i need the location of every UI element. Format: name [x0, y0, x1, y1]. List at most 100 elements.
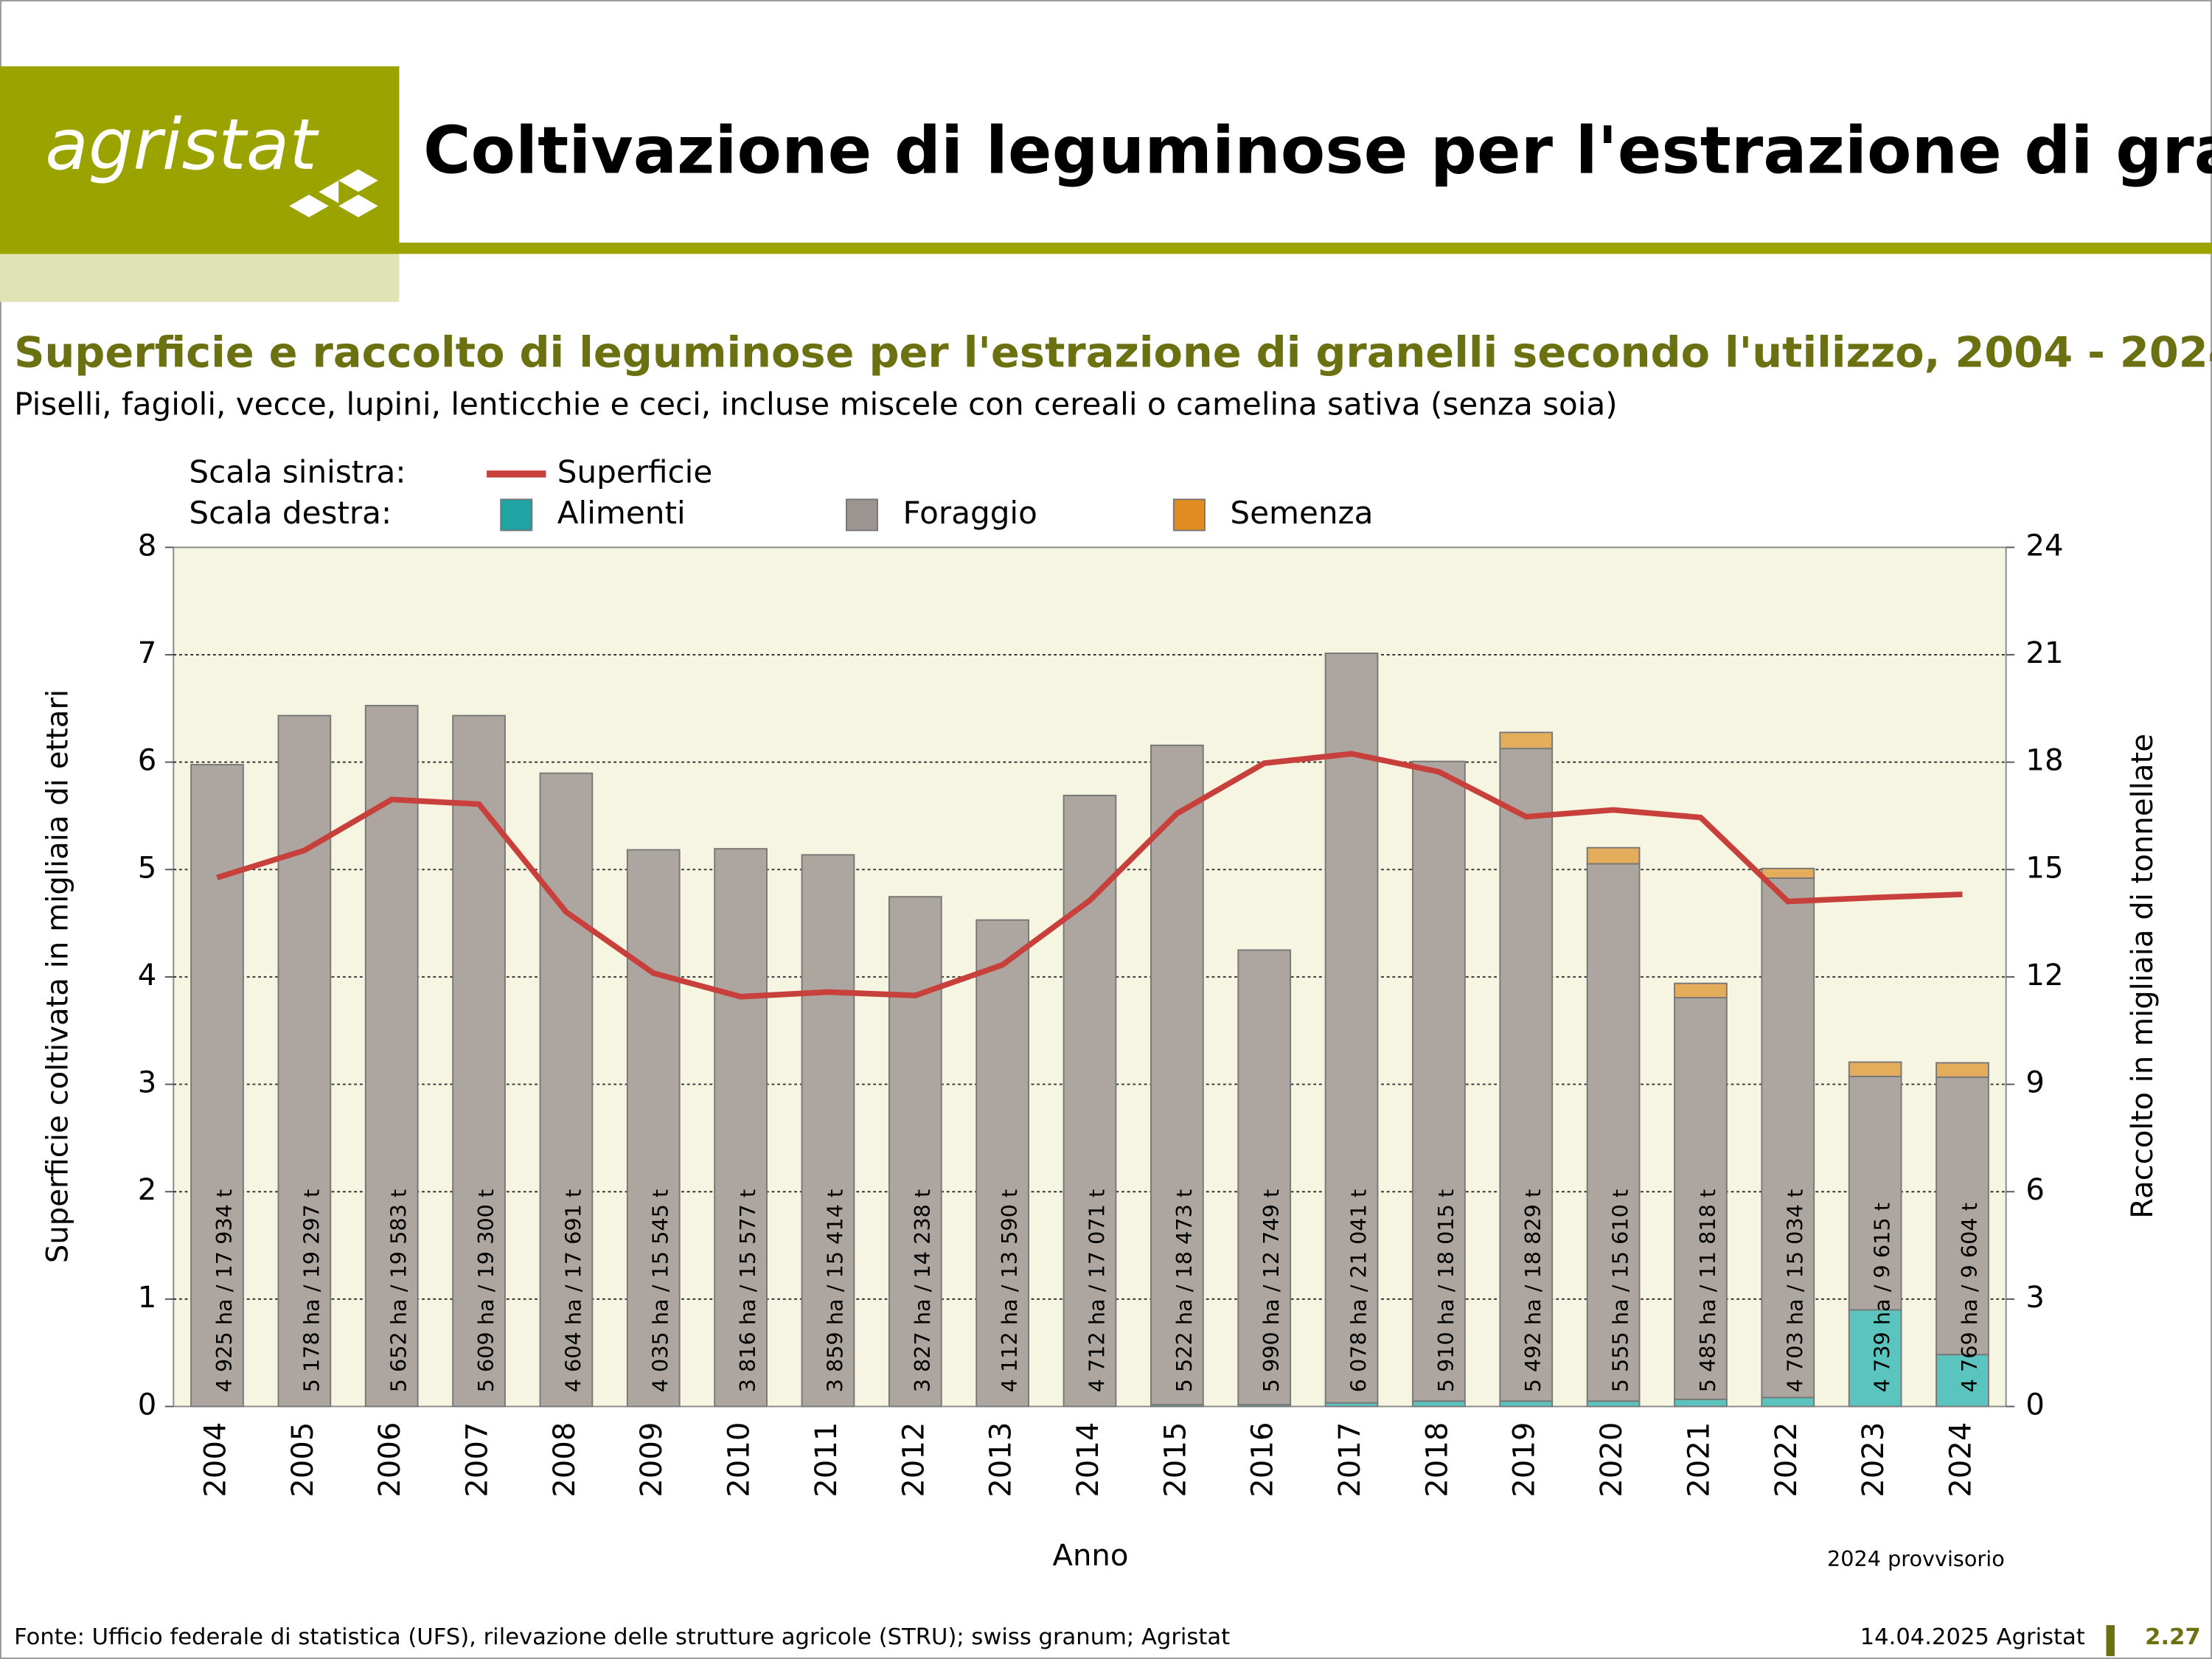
data-label: 4 035 ha / 15 545 t	[648, 1189, 673, 1393]
line	[216, 751, 1963, 1000]
chart-title: Superficie e raccolto di leguminose per …	[14, 328, 2212, 378]
bar-segment	[714, 848, 768, 1408]
bar-segment	[277, 714, 332, 1408]
bar-segment	[1848, 1075, 1902, 1311]
bar-segment	[1674, 1398, 1728, 1408]
y2-tick-label: 0	[2025, 1388, 2045, 1422]
data-label: 4 112 ha / 13 590 t	[997, 1189, 1022, 1393]
data-label: 4 604 ha / 17 691 t	[560, 1189, 585, 1393]
data-label: 5 555 ha / 15 610 t	[1608, 1189, 1633, 1393]
bar-segment	[1412, 1400, 1466, 1408]
x-tick-label: 2017	[1333, 1422, 1367, 1498]
header-rule	[0, 243, 2212, 254]
chart-subtitle: Piselli, fagioli, vecce, lupini, lenticc…	[14, 386, 1618, 422]
legend-swatch	[1172, 498, 1206, 532]
data-label: 5 652 ha / 19 583 t	[386, 1189, 411, 1393]
bar-segment	[626, 849, 681, 1408]
x-tick-label: 2015	[1158, 1422, 1192, 1498]
logo-block	[0, 66, 400, 246]
y2-tick-label: 21	[2025, 636, 2063, 670]
y-tick-label: 4	[138, 959, 157, 992]
data-label: 5 990 ha / 12 749 t	[1259, 1189, 1284, 1393]
bar-segment	[1674, 982, 1728, 999]
footer-date: 14.04.2025 Agristat	[1860, 1624, 2085, 1650]
legend-label: Foraggio	[902, 495, 1037, 531]
note: 2024 provvisorio	[1827, 1546, 2005, 1571]
data-label: 4 925 ha / 17 934 t	[212, 1189, 237, 1393]
bar-segment	[801, 854, 855, 1408]
bar-segment	[1150, 744, 1204, 1406]
bar-segment	[1674, 997, 1728, 1400]
bar-segment	[1848, 1061, 1902, 1077]
bar-segment	[1935, 1076, 1989, 1356]
bar-segment	[1586, 846, 1641, 865]
data-label: 3 859 ha / 15 414 t	[822, 1189, 847, 1393]
x-tick-label: 2016	[1246, 1422, 1280, 1498]
data-label: 5 485 ha / 11 818 t	[1695, 1189, 1720, 1393]
data-label: 5 178 ha / 19 297 t	[299, 1189, 324, 1393]
legend-label: Semenza	[1230, 495, 1373, 531]
x-tick-label: 2024	[1944, 1422, 1978, 1498]
x-tick-label: 2014	[1071, 1422, 1105, 1498]
bar-segment	[888, 896, 942, 1408]
x-tick-label: 2009	[635, 1422, 669, 1498]
data-label: 6 078 ha / 21 041 t	[1346, 1189, 1371, 1393]
x-tick-label: 2007	[461, 1422, 495, 1498]
y2-tick-label: 24	[2025, 529, 2063, 563]
x-tick-label: 2004	[199, 1422, 233, 1498]
bar-segment	[1499, 1400, 1554, 1408]
bar-segment	[1499, 731, 1554, 750]
logo-band	[0, 245, 400, 302]
y2-axis-label: Raccolto in migliaia di tonnellate	[2126, 734, 2160, 1219]
x-tick-label: 2008	[548, 1422, 582, 1498]
y-tick-label: 5	[138, 851, 157, 885]
bar-segment	[1324, 653, 1379, 1404]
legend-swatch	[500, 498, 533, 532]
data-label: 4 769 ha / 9 604 t	[1957, 1203, 1982, 1392]
x-tick-label: 2012	[897, 1422, 931, 1498]
x-tick-label: 2006	[373, 1422, 407, 1498]
x-tick-label: 2010	[723, 1422, 757, 1498]
data-label: 5 492 ha / 18 829 t	[1520, 1189, 1545, 1393]
bar-segment	[1761, 867, 1815, 879]
x-tick-label: 2005	[286, 1422, 320, 1498]
data-label: 3 827 ha / 14 238 t	[910, 1189, 935, 1393]
bar-segment	[1412, 760, 1466, 1402]
footer-page: 2.27	[2145, 1624, 2201, 1650]
x-axis-label: Anno	[1052, 1539, 1128, 1573]
y2-tick-label: 15	[2025, 851, 2063, 885]
footer-mark	[2106, 1625, 2115, 1657]
legend-swatch	[846, 498, 879, 532]
data-label: 4 703 ha / 15 034 t	[1782, 1189, 1807, 1393]
y-tick-label: 0	[138, 1388, 157, 1422]
bar-segment	[1935, 1062, 1989, 1078]
bar-segment	[1761, 1397, 1815, 1408]
legend-label: Superficie	[557, 453, 713, 490]
page-title: Coltivazione di leguminose per l'estrazi…	[423, 112, 2212, 188]
x-tick-label: 2011	[810, 1422, 844, 1498]
bar-segment	[364, 704, 419, 1408]
y2-tick-label: 18	[2025, 744, 2063, 778]
x-tick-label: 2021	[1682, 1422, 1716, 1498]
y-axis-label: Superficie coltivata in migliaia di etta…	[41, 689, 74, 1263]
x-tick-label: 2019	[1508, 1422, 1542, 1498]
y2-tick-label: 12	[2025, 959, 2063, 992]
bar-segment	[1761, 877, 1815, 1399]
x-tick-label: 2023	[1857, 1422, 1891, 1498]
logo: agristat	[45, 103, 319, 186]
x-tick-label: 2022	[1770, 1422, 1804, 1498]
x-tick-label: 2020	[1595, 1422, 1629, 1498]
y-tick-label: 2	[138, 1173, 157, 1207]
bar-segment	[539, 772, 594, 1408]
y-tick-label: 6	[138, 744, 157, 778]
y2-tick-label: 6	[2025, 1173, 2045, 1207]
x-tick-label: 2013	[984, 1422, 1018, 1498]
y-tick-label: 8	[138, 529, 157, 563]
legend-label: Alimenti	[557, 495, 686, 531]
y-tick-label: 3	[138, 1066, 157, 1100]
data-label: 4 739 ha / 9 615 t	[1870, 1203, 1895, 1392]
data-label: 3 816 ha / 15 577 t	[735, 1189, 760, 1393]
bar-segment	[975, 919, 1030, 1408]
bar-segment	[1237, 949, 1292, 1406]
